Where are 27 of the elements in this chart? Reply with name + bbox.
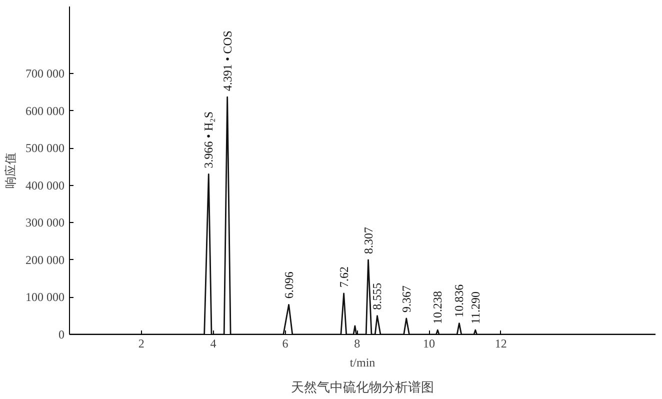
annotation: 8.555: [370, 282, 384, 310]
y-axis-title: 响应值: [4, 152, 18, 188]
y-tick-label: 700 000: [26, 66, 64, 81]
y-tick-label: 200 000: [26, 252, 64, 267]
x-tick-label: 8: [354, 336, 360, 350]
x-tick-label: 4: [210, 336, 216, 350]
x-tick-label: 12: [494, 336, 507, 350]
y-tick-label: 0: [58, 328, 64, 342]
annotation: 7.62: [336, 266, 351, 288]
x-tick-label: 10: [423, 336, 436, 350]
y-tick-label: 300 000: [26, 216, 64, 230]
annotation: 10.836: [452, 284, 466, 318]
y-tick-label: 400 000: [26, 178, 64, 192]
annotation: 11.290: [468, 291, 482, 324]
x-tick-label: 6: [282, 336, 288, 350]
annotation: 6.096: [282, 272, 296, 299]
x-tick-label: 2: [138, 336, 144, 350]
x-axis-title: t/min: [350, 356, 376, 370]
y-tick-label: 500 000: [26, 141, 64, 156]
annotation: 10.238: [430, 291, 445, 324]
annotation: 4.391 • COS: [220, 30, 234, 92]
annotation: 8.307: [361, 226, 376, 254]
annotation: 9.367: [399, 285, 414, 312]
y-tick-label: 100 000: [26, 290, 64, 304]
annotation: 3.966 • H₂S: [202, 111, 216, 168]
y-tick-label: 600 000: [26, 104, 64, 118]
text: 天然气中硫化物分析谱图: [291, 380, 434, 394]
